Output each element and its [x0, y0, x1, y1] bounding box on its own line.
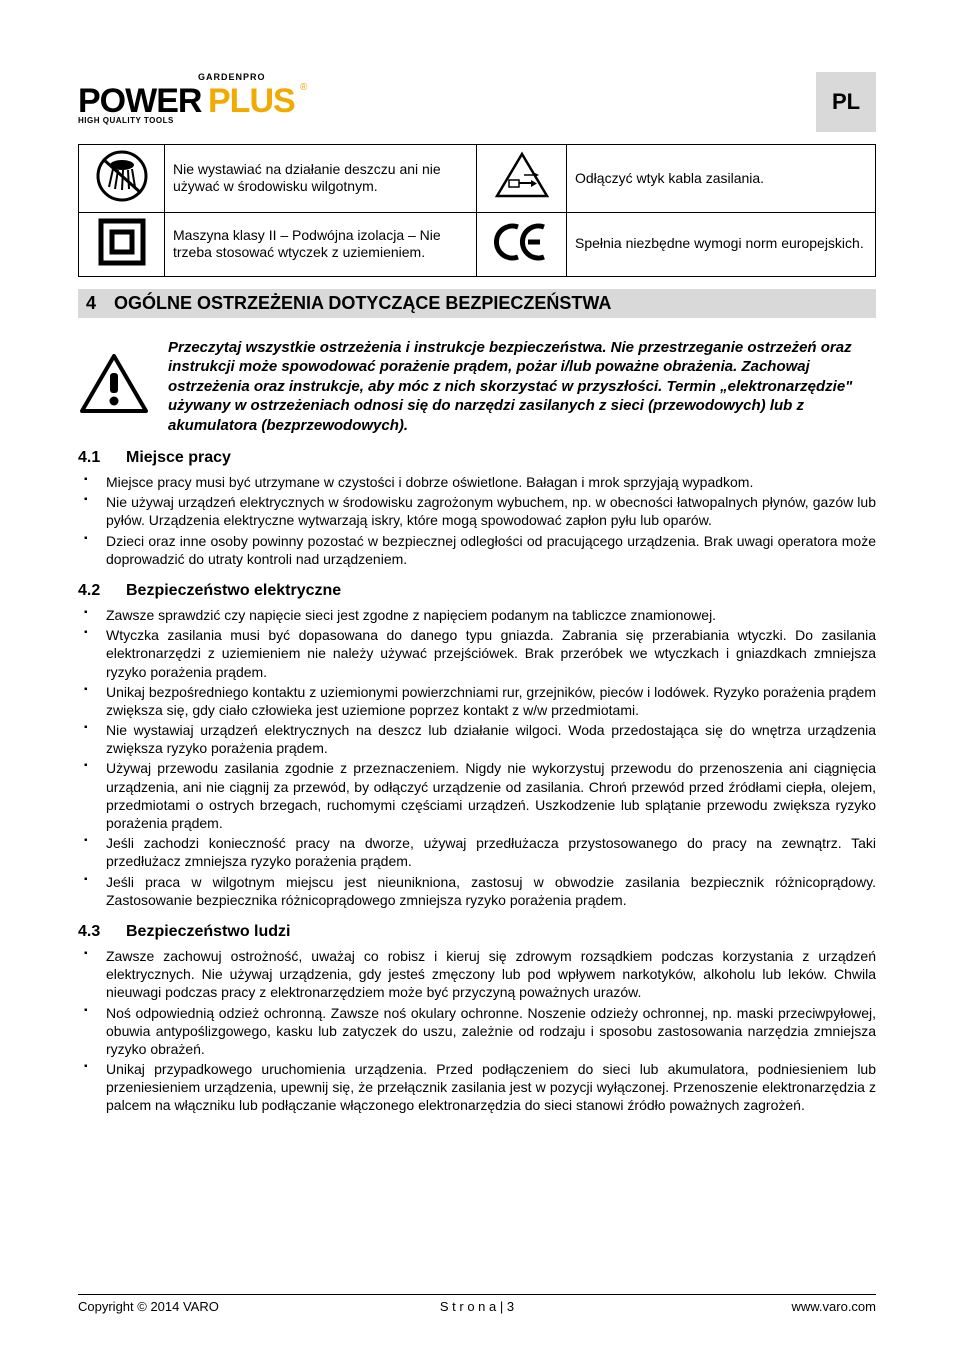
list-item: Nie używaj urządzeń elektrycznych w środ… — [78, 493, 876, 529]
bullet-list: Zawsze zachowuj ostrożność, uważaj co ro… — [78, 947, 876, 1115]
unplug-icon — [477, 145, 567, 213]
svg-text:HIGH QUALITY TOOLS: HIGH QUALITY TOOLS — [78, 116, 174, 125]
warning-icon — [78, 353, 150, 420]
list-item: Zawsze sprawdzić czy napięcie sieci jest… — [78, 606, 876, 624]
subsection-heading: 4.3 Bezpieczeństwo ludzi — [78, 923, 876, 941]
page-footer: Copyright © 2014 VARO S t r o n a | 3 ww… — [78, 1294, 876, 1314]
svg-text:PLUS: PLUS — [208, 82, 295, 120]
svg-text:®: ® — [300, 82, 308, 93]
list-item: Unikaj bezpośredniego kontaktu z uziemio… — [78, 683, 876, 719]
subsection-title: Bezpieczeństwo elektryczne — [126, 582, 341, 600]
symbol-text: Odłączyć wtyk kabla zasilania. — [567, 145, 876, 213]
warning-block: Przeczytaj wszystkie ostrzeżenia i instr… — [78, 338, 876, 436]
ce-icon — [477, 212, 567, 276]
language-tab: PL — [816, 72, 876, 132]
svg-text:GARDENPRO: GARDENPRO — [198, 72, 266, 82]
symbols-table: Nie wystawiać na działanie deszczu ani n… — [78, 144, 876, 277]
brand-logo: GARDENPRO POWER PLUS ® HIGH QUALITY TOOL… — [78, 70, 876, 130]
list-item: Używaj przewodu zasilania zgodnie z prze… — [78, 759, 876, 832]
symbol-text: Spełnia niezbędne wymogi norm europejski… — [567, 212, 876, 276]
subsection-heading: 4.1 Miejsce pracy — [78, 449, 876, 467]
subsection-number: 4.1 — [78, 449, 114, 467]
svg-text:POWER: POWER — [78, 82, 202, 120]
subsection-heading: 4.2 Bezpieczeństwo elektryczne — [78, 582, 876, 600]
section-title: OGÓLNE OSTRZEŻENIA DOTYCZĄCE BEZPIECZEŃS… — [114, 293, 611, 314]
list-item: Miejsce pracy musi być utrzymane w czyst… — [78, 473, 876, 491]
list-item: Jeśli praca w wilgotnym miejscu jest nie… — [78, 873, 876, 909]
bullet-list: Zawsze sprawdzić czy napięcie sieci jest… — [78, 606, 876, 909]
subsection-title: Miejsce pracy — [126, 449, 231, 467]
section-heading: 4 OGÓLNE OSTRZEŻENIA DOTYCZĄCE BEZPIECZE… — [78, 289, 876, 318]
list-item: Dzieci oraz inne osoby powinny pozostać … — [78, 532, 876, 568]
list-item: Wtyczka zasilania musi być dopasowana do… — [78, 626, 876, 681]
list-item: Unikaj przypadkowego uruchomienia urządz… — [78, 1060, 876, 1115]
double-insulation-icon — [79, 212, 165, 276]
section-number: 4 — [86, 293, 104, 314]
subsection-number: 4.2 — [78, 582, 114, 600]
bullet-list: Miejsce pracy musi być utrzymane w czyst… — [78, 473, 876, 568]
subsection-title: Bezpieczeństwo ludzi — [126, 923, 290, 941]
list-item: Noś odpowiednią odzież ochronną. Zawsze … — [78, 1004, 876, 1059]
list-item: Jeśli zachodzi konieczność pracy na dwor… — [78, 834, 876, 870]
footer-center: S t r o n a | 3 — [78, 1299, 876, 1314]
no-rain-icon — [79, 145, 165, 213]
subsection-number: 4.3 — [78, 923, 114, 941]
symbol-text: Maszyna klasy II – Podwójna izolacja – N… — [165, 212, 477, 276]
list-item: Zawsze zachowuj ostrożność, uważaj co ro… — [78, 947, 876, 1002]
list-item: Nie wystawiaj urządzeń elektrycznych na … — [78, 721, 876, 757]
warning-text: Przeczytaj wszystkie ostrzeżenia i instr… — [168, 338, 876, 436]
symbol-text: Nie wystawiać na działanie deszczu ani n… — [165, 145, 477, 213]
